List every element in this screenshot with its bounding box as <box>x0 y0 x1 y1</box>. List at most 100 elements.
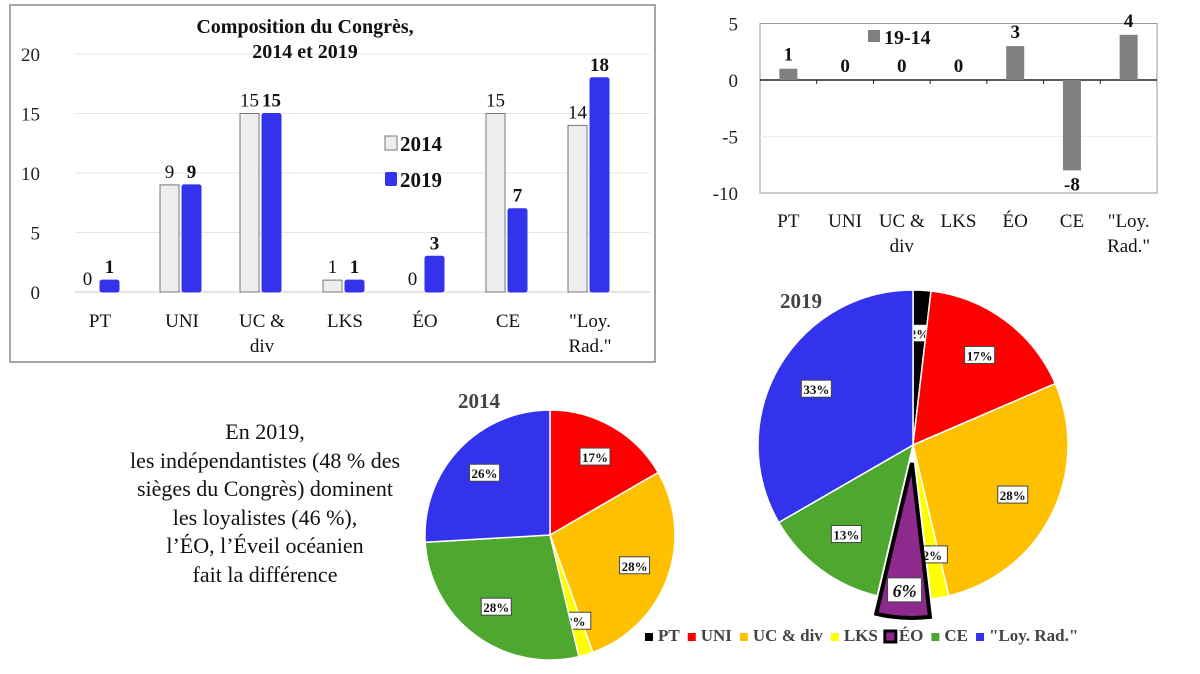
x-tick-label: UC & <box>239 311 285 332</box>
pie-slice-UC & div <box>549 471 676 654</box>
legend-swatch-2019 <box>385 172 397 186</box>
pie-percent-label: 28% <box>483 600 509 615</box>
bar-2014 <box>322 279 343 293</box>
pie-slice-UC & div <box>912 382 1069 597</box>
y-tick-label: 5 <box>31 224 41 245</box>
pie-percent-label: 28% <box>622 559 648 574</box>
legend-label: ÉO <box>899 626 924 645</box>
legend-swatch-PT <box>645 633 653 641</box>
bar-2014 <box>485 113 506 293</box>
bar-2019 <box>261 113 282 293</box>
legend-label: UNI <box>701 626 733 645</box>
x-tick-label: UNI <box>828 211 862 232</box>
x-tick-label: "Loy. <box>1108 211 1150 232</box>
caption-line: les loyalistes (46 %), <box>172 504 358 530</box>
data-label: 7 <box>513 186 523 207</box>
legend-swatch-CE <box>931 633 940 641</box>
bar-19-14 <box>1062 80 1081 171</box>
data-label: 0 <box>954 56 964 77</box>
data-label: 15 <box>240 91 259 112</box>
legend-label: CE <box>944 626 968 645</box>
pie-slice-CE <box>777 443 915 597</box>
pie-percent-label: 2% <box>923 548 943 563</box>
legend-swatch-"Loy. Rad." <box>976 633 985 641</box>
bar-2019 <box>424 255 445 293</box>
x-tick-label: ÉO <box>412 310 437 332</box>
x-tick-label: CE <box>1060 211 1084 232</box>
pie-label-box <box>800 379 832 398</box>
legend-label: PT <box>658 626 680 645</box>
caption-line: les indépendantistes (48 % des <box>129 447 401 473</box>
pie-percent-label: 28% <box>1000 488 1026 503</box>
legend-swatch-LKS <box>830 633 839 641</box>
data-label: 15 <box>486 91 505 112</box>
pie-label-box <box>887 577 923 603</box>
data-label: 0 <box>897 56 907 77</box>
legend-label: "Loy. Rad." <box>989 626 1078 645</box>
y-tick-label: -10 <box>713 184 738 205</box>
bar-2019 <box>507 208 528 293</box>
pie-title: 2019 <box>780 289 822 313</box>
pie-label-box <box>579 447 611 466</box>
caption-line: fait la différence <box>192 561 338 587</box>
pie-slice-UNI <box>549 409 660 537</box>
legend-swatch-2014 <box>384 135 398 151</box>
legend-label: 19-14 <box>884 27 931 49</box>
x-tick-label: Rad." <box>1107 236 1150 257</box>
bar-2014 <box>239 113 260 293</box>
pie-slice-UNI <box>912 290 1057 447</box>
chart-frame <box>9 4 656 363</box>
y-tick-label: 0 <box>729 71 739 92</box>
pie-slice-CE <box>424 534 580 661</box>
data-label: 1 <box>350 257 360 278</box>
x-tick-label: CE <box>496 311 520 332</box>
data-label: 0 <box>408 269 418 290</box>
data-label: 18 <box>590 55 609 76</box>
bar-19-14 <box>1006 46 1025 80</box>
legend-label: 2019 <box>400 168 442 192</box>
data-label: 14 <box>568 102 588 123</box>
caption-text: En 2019, les indépendantistes (48 % des … <box>20 418 510 589</box>
data-label: 1 <box>784 45 794 66</box>
legend-label: 2014 <box>400 132 443 156</box>
bar-2014 <box>159 184 180 293</box>
x-tick-label: PT <box>89 311 112 332</box>
x-tick-label: Rad." <box>568 336 611 357</box>
pie-title: 2014 <box>458 389 501 413</box>
pie-percent-label: 26% <box>472 466 498 481</box>
x-tick-label: div <box>250 336 275 357</box>
chart-title: Composition du Congrès, <box>196 16 413 38</box>
x-tick-label: div <box>890 236 915 257</box>
y-tick-label: 10 <box>21 164 40 185</box>
bar-2019 <box>344 279 365 293</box>
x-tick-label: "Loy. <box>569 311 611 332</box>
y-tick-label: 15 <box>21 105 40 126</box>
y-tick-label: 20 <box>21 45 40 66</box>
pie-label-box <box>619 556 651 575</box>
y-tick-label: -5 <box>722 128 738 149</box>
bar-2019 <box>99 279 120 293</box>
data-label: 3 <box>430 233 440 254</box>
pie-percent-label: 33% <box>803 382 829 397</box>
data-label: 4 <box>1124 11 1134 32</box>
legend-swatch-UNI <box>687 633 696 641</box>
data-label: 3 <box>1010 22 1020 43</box>
x-tick-label: PT <box>777 211 800 232</box>
legend-swatch-UC & div <box>739 633 748 641</box>
data-label: 1 <box>328 257 338 278</box>
data-label: 9 <box>165 162 175 183</box>
data-label: 0 <box>83 269 93 290</box>
pie-label-box <box>964 345 996 364</box>
x-tick-label: LKS <box>941 211 977 232</box>
y-tick-label: 0 <box>31 283 41 304</box>
pie-percent-label: 2% <box>910 327 930 342</box>
legend-label: LKS <box>844 626 878 645</box>
pie-percent-label: 13% <box>833 528 859 543</box>
caption-line: l’ÉO, l’Éveil océanien <box>166 533 364 558</box>
bar-2019 <box>181 184 202 293</box>
pie-label-box <box>830 525 862 544</box>
data-label: 15 <box>262 91 281 112</box>
pie-percent-label: 17% <box>582 450 608 465</box>
